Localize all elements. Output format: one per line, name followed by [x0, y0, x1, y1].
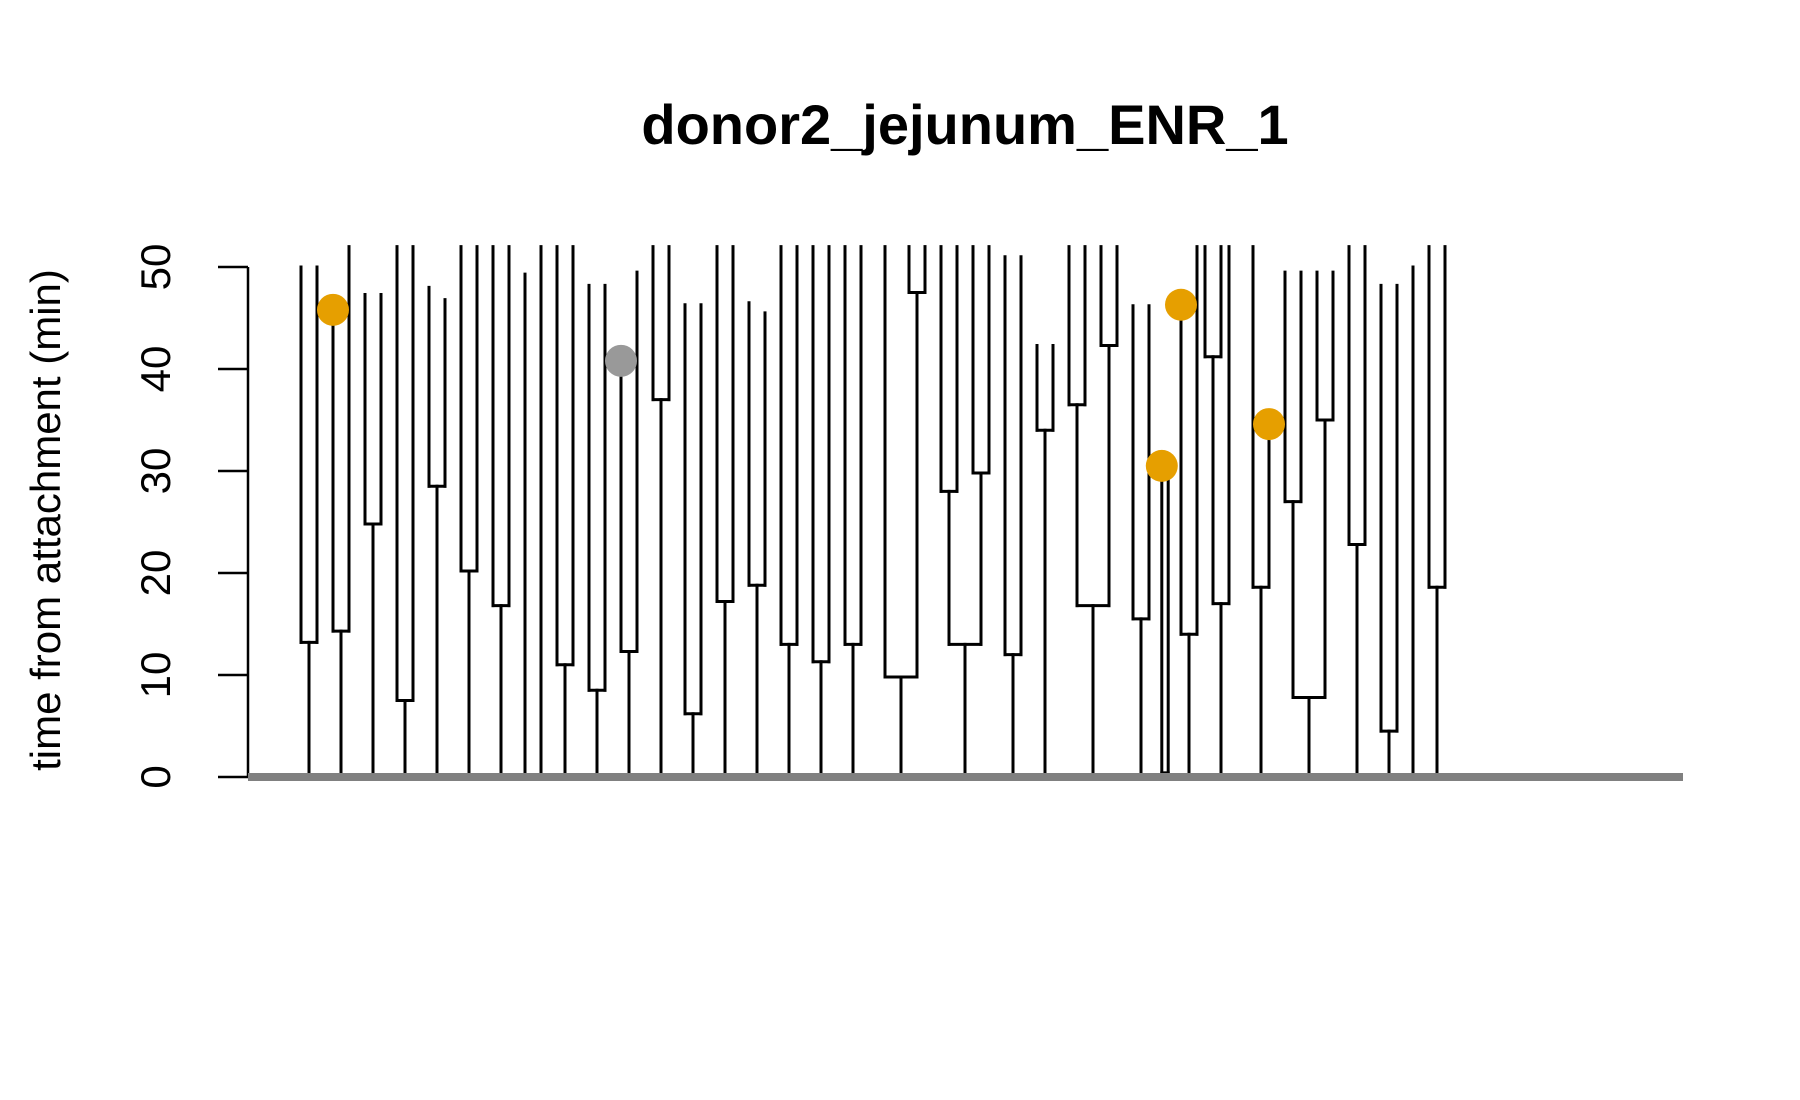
- y-tick-label: 10: [132, 652, 179, 699]
- event-markers: [317, 288, 1285, 482]
- event-marker: [1165, 288, 1197, 321]
- chart-title: donor2_jejunum_ENR_1: [641, 93, 1288, 156]
- event-marker: [1253, 408, 1285, 441]
- y-tick-label: 40: [132, 346, 179, 393]
- y-axis: 0 10 20 30 40 50: [132, 244, 250, 789]
- y-axis-label: time from attachment (min): [22, 269, 69, 771]
- event-marker: [605, 344, 637, 377]
- y-tick-label: 20: [132, 550, 179, 597]
- event-marker: [1145, 449, 1178, 482]
- y-tick-label: 30: [132, 448, 179, 495]
- y-tick-label: 0: [132, 765, 179, 788]
- y-tick-label: 50: [132, 244, 179, 291]
- lineage-tree-lines: [299, 245, 1447, 779]
- event-marker: [317, 293, 349, 326]
